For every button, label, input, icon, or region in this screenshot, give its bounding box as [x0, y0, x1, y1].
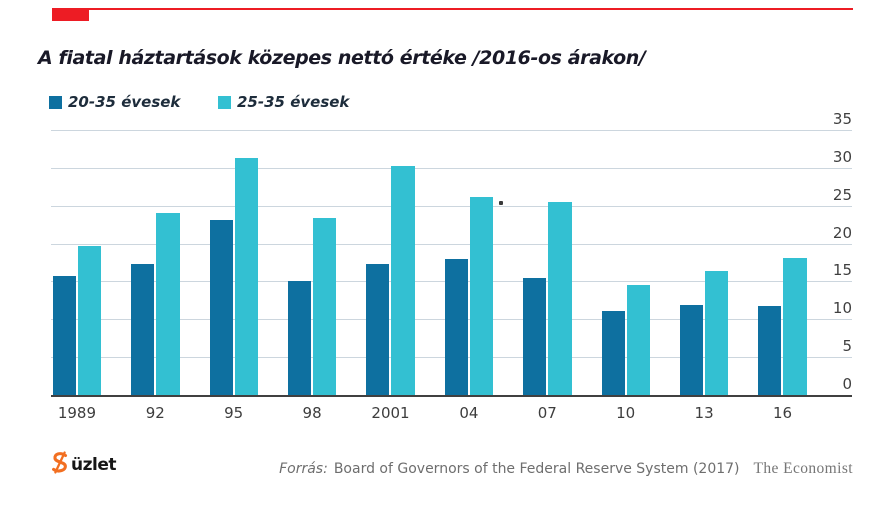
y-tick-label-25: 25	[832, 185, 852, 204]
bar-20-35-98	[287, 280, 311, 396]
uzlet-logo-text: üzlet	[71, 454, 116, 475]
legend-label-25-35: 25-35 évesek	[237, 93, 350, 111]
x-tick-label-95: 95	[224, 404, 244, 422]
gridline-20	[51, 243, 852, 245]
bar-25-35-98	[312, 218, 337, 396]
x-tick-label-1989: 1989	[57, 404, 96, 422]
plot-area: 0 5 10 15 20 25 30 35 1989 92 95 98 2001 04 07 10 13 16	[51, 112, 852, 422]
bar-25-35-10	[626, 284, 650, 396]
legend-swatch-20-35	[49, 95, 62, 109]
economist-brand: The Economist	[753, 460, 853, 477]
y-tick-label-20: 20	[832, 223, 852, 242]
x-tick-label-92: 92	[145, 404, 165, 422]
top-red-rule	[52, 8, 853, 10]
x-tick-label-10: 10	[616, 404, 636, 422]
bar-25-35-16	[783, 258, 807, 396]
source-text: Board of Governors of the Federal Reserv…	[333, 461, 740, 477]
bar-20-35-92	[131, 263, 155, 396]
bar-25-35-04	[469, 196, 494, 396]
source-label: Forrás:	[279, 461, 328, 477]
y-tick-label-35: 35	[832, 110, 852, 128]
uzlet-logo: üzlet	[50, 451, 116, 478]
y-tick-label-10: 10	[832, 299, 852, 318]
bar-25-35-95	[234, 158, 258, 396]
bar-20-35-1989	[52, 276, 76, 396]
bar-20-35-2001	[366, 263, 390, 396]
x-axis-line	[51, 395, 852, 397]
bar-20-35-16	[758, 305, 782, 396]
stray-dot-artifact	[499, 201, 503, 205]
legend-item-25-35: 25-35 évesek	[218, 93, 350, 111]
uzlet-dollar-icon	[50, 451, 70, 478]
bar-20-35-04	[444, 258, 468, 396]
bar-20-35-07	[523, 277, 547, 396]
gridline-35	[51, 130, 852, 131]
source-row: Forrás: Board of Governors of the Federa…	[279, 460, 853, 478]
legend-swatch-25-35	[218, 95, 231, 109]
bar-25-35-13	[704, 271, 729, 396]
economist-red-tab	[52, 8, 89, 21]
y-tick-label-15: 15	[832, 261, 852, 280]
x-tick-label-2001: 2001	[371, 404, 410, 422]
bar-25-35-1989	[77, 246, 102, 396]
x-tick-label-98: 98	[302, 404, 322, 422]
bar-20-35-10	[601, 311, 625, 396]
y-tick-label-5: 5	[842, 337, 852, 356]
bar-25-35-92	[156, 212, 180, 396]
gridline-30	[51, 167, 852, 169]
gridline-25	[51, 205, 852, 207]
y-tick-label-0: 0	[842, 375, 852, 393]
x-tick-label-04: 04	[459, 404, 479, 422]
x-tick-label-16: 16	[772, 404, 793, 422]
bar-25-35-07	[548, 202, 572, 396]
y-tick-label-30: 30	[832, 147, 852, 166]
bar-25-35-2001	[391, 165, 415, 396]
bar-20-35-95	[209, 219, 233, 396]
legend-label-20-35: 20-35 évesek	[68, 93, 181, 111]
x-tick-label-13: 13	[694, 404, 714, 422]
legend-item-20-35: 20-35 évesek	[49, 93, 181, 111]
page-title: A fiatal háztartások közepes nettó érték…	[38, 46, 646, 69]
bar-20-35-13	[679, 305, 703, 396]
x-tick-label-07: 07	[537, 404, 557, 422]
